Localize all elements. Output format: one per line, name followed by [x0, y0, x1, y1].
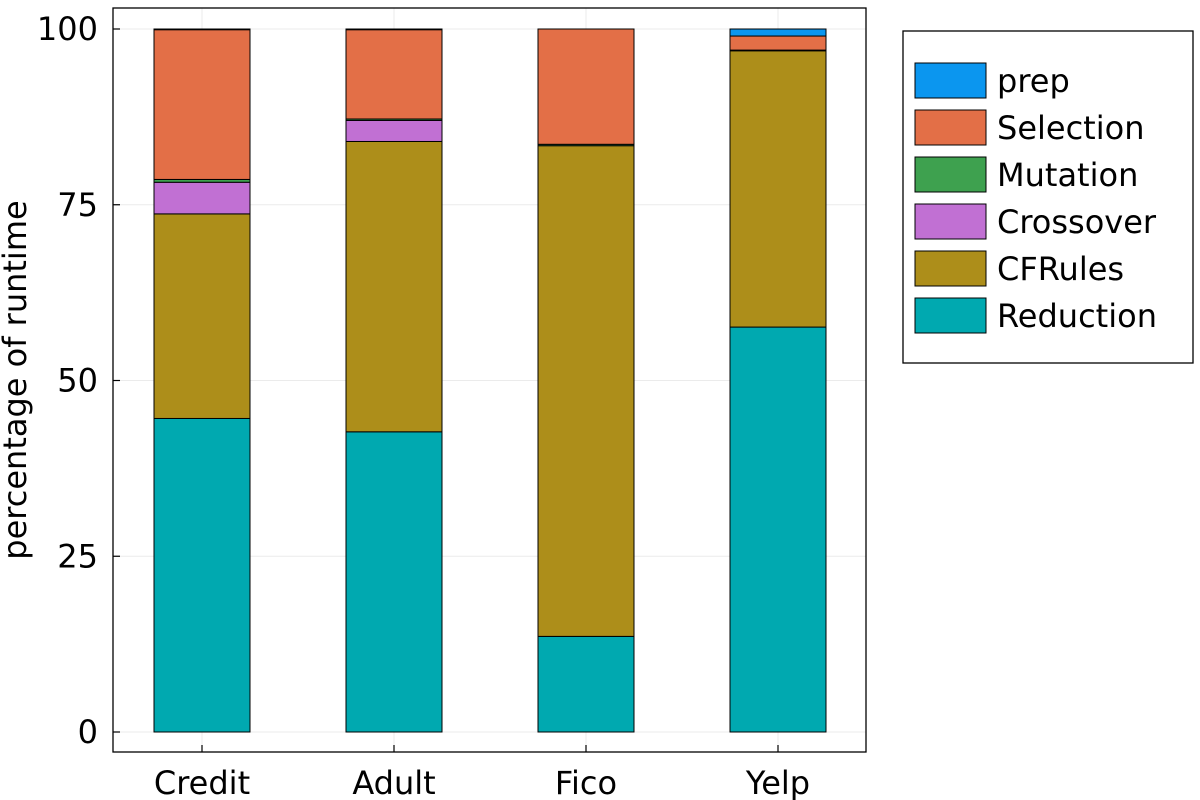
legend-label: Reduction: [997, 297, 1157, 335]
legend-label: CFRules: [997, 250, 1124, 288]
y-tick-label: 50: [57, 362, 98, 400]
legend-item-cfrules: CFRules: [914, 250, 1124, 288]
bar-segment-reduction-adult: [345, 431, 443, 733]
bar-segment-cfrules-fico: [537, 145, 635, 637]
y-tick-label: 100: [37, 10, 98, 48]
bar-segment-reduction-credit: [153, 417, 251, 733]
bar-segment-cfrules-credit: [153, 213, 251, 419]
legend-swatch: [914, 109, 987, 146]
bar-segment-reduction-yelp: [729, 326, 827, 733]
legend-swatch: [914, 250, 987, 287]
legend-label: Mutation: [997, 156, 1138, 194]
bar-segment-selection-fico: [537, 28, 635, 145]
y-axis-title: percentage of runtime: [0, 200, 34, 559]
bar-segment-crossover-credit: [153, 181, 251, 215]
bar-stack-yelp: [729, 28, 827, 733]
y-axis-ticks: 0 25 50 75 100: [37, 10, 120, 751]
legend-swatch: [914, 62, 987, 99]
x-axis-ticks: Credit Adult Fico Yelp: [154, 745, 810, 800]
bar-segment-cfrules-yelp: [729, 50, 827, 328]
bar-stack-credit: [153, 28, 251, 733]
bar-segment-prep-credit: [153, 28, 251, 31]
bar-segment-reduction-fico: [537, 635, 635, 733]
y-tick-label: 25: [57, 537, 98, 575]
bar-segment-crossover-adult: [345, 119, 443, 142]
bars: [153, 28, 827, 733]
y-tick-label: 75: [57, 186, 98, 224]
legend-item-selection: Selection: [914, 109, 1144, 147]
legend-swatch: [914, 203, 987, 240]
bar-segment-selection-credit: [153, 29, 251, 180]
legend-label: Selection: [997, 109, 1144, 147]
x-tick-label: Yelp: [745, 764, 810, 800]
bar-segment-prep-yelp: [729, 28, 827, 37]
bar-stack-adult: [345, 28, 443, 733]
legend-label: Crossover: [997, 203, 1157, 241]
legend-item-mutation: Mutation: [914, 156, 1138, 194]
bar-segment-selection-yelp: [729, 35, 827, 51]
legend: prep Selection Mutation Crossover CFRules Red…: [902, 30, 1194, 364]
y-tick-label: 0: [78, 713, 98, 751]
bar-segment-cfrules-adult: [345, 140, 443, 433]
bar-segment-selection-adult: [345, 29, 443, 120]
x-tick-label: Fico: [555, 764, 617, 800]
bar-stack-fico: [537, 28, 635, 733]
bar-segment-prep-adult: [345, 28, 443, 31]
legend-item-crossover: Crossover: [914, 203, 1157, 241]
legend-swatch: [914, 297, 987, 334]
legend-label: prep: [997, 62, 1070, 100]
x-tick-label: Adult: [352, 764, 435, 800]
x-tick-label: Credit: [154, 764, 250, 800]
legend-swatch: [914, 156, 987, 193]
legend-item-reduction: Reduction: [914, 297, 1157, 335]
legend-item-prep: prep: [914, 62, 1070, 100]
